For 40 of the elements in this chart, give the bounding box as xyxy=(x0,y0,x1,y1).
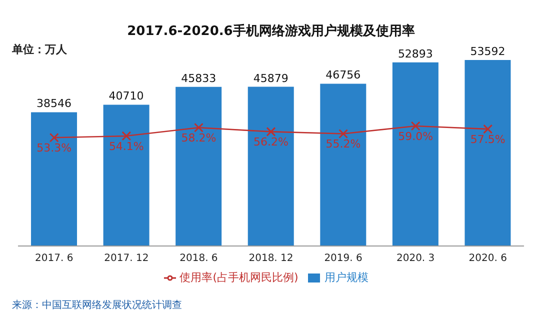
data-label: 52893 xyxy=(398,47,433,60)
bar xyxy=(464,60,511,246)
point xyxy=(194,122,204,132)
data-label: 40710 xyxy=(108,90,144,103)
x-tick-label: 2020. 3 xyxy=(396,253,435,264)
data-label: 53.3% xyxy=(36,142,72,155)
legend-label: 用户规模 xyxy=(324,271,368,284)
x-tick-label: 2017. 6 xyxy=(35,253,74,264)
point xyxy=(483,124,493,134)
data-label: 53592 xyxy=(470,45,506,58)
data-label: 56.2% xyxy=(254,136,288,149)
data-label: 58.2% xyxy=(181,132,216,145)
bar xyxy=(248,86,294,246)
point xyxy=(338,128,348,138)
x-tick-label: 2018. 12 xyxy=(248,253,294,264)
bar xyxy=(176,86,222,246)
text: 单位：万人 xyxy=(12,42,67,57)
x-tick-label: 2017. 12 xyxy=(104,253,149,264)
data-label: 54.1% xyxy=(108,140,144,153)
x-tick-label: 2018. 6 xyxy=(180,253,218,264)
data-label: 57.5% xyxy=(470,133,506,146)
bar xyxy=(31,112,78,246)
bar xyxy=(320,84,366,246)
chart-title: 2017.6-2020.6手机网络游戏用户规模及使用率 xyxy=(126,22,416,40)
data-label: 55.2% xyxy=(326,138,361,151)
data-label: 45879 xyxy=(253,72,288,85)
x-tick-label: 2019. 6 xyxy=(324,253,362,264)
data-label: 38546 xyxy=(36,97,72,110)
point xyxy=(49,132,59,142)
data-label: 59.0% xyxy=(398,130,434,143)
x-tick-label: 2020. 6 xyxy=(468,253,507,264)
source-note: 来源：中国互联网络发展状况统计调查 xyxy=(12,298,182,312)
legend-label: 使用率(占手机网民比例) xyxy=(180,271,298,284)
bar xyxy=(392,62,438,246)
bar xyxy=(103,104,150,246)
data-label: 45833 xyxy=(181,72,216,85)
point xyxy=(122,131,132,141)
data-label: 46756 xyxy=(326,68,361,82)
point xyxy=(410,121,420,131)
point xyxy=(266,126,276,136)
